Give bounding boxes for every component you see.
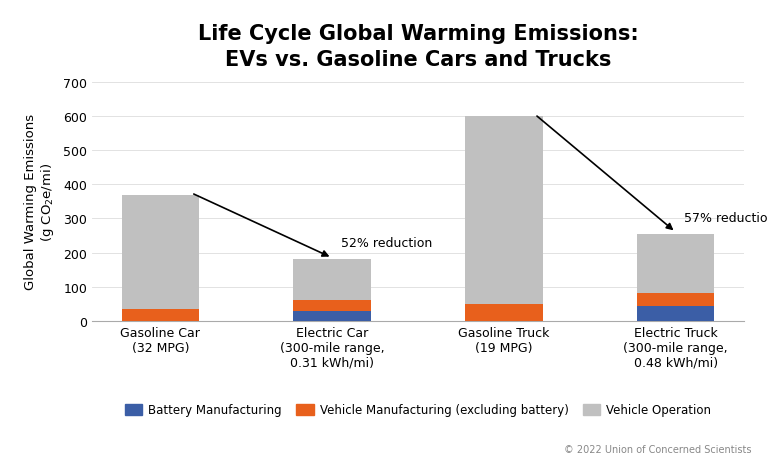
Bar: [637, 235, 714, 293]
Text: 52% reduction: 52% reduction: [341, 237, 432, 250]
Bar: [294, 301, 370, 311]
Title: Life Cycle Global Warming Emissions:
EVs vs. Gasoline Cars and Trucks: Life Cycle Global Warming Emissions: EVs…: [198, 24, 638, 70]
Legend: Battery Manufacturing, Vehicle Manufacturing (excluding battery), Vehicle Operat: Battery Manufacturing, Vehicle Manufactu…: [120, 399, 716, 421]
Bar: [122, 195, 199, 309]
Bar: [294, 260, 370, 301]
Bar: [637, 293, 714, 306]
Bar: [466, 304, 542, 321]
Bar: [466, 117, 542, 304]
Bar: [637, 306, 714, 321]
Bar: [122, 309, 199, 321]
Text: 57% reduction: 57% reduction: [684, 211, 767, 224]
Y-axis label: Global Warming Emissions
(g CO$_2$e/mi): Global Warming Emissions (g CO$_2$e/mi): [24, 114, 56, 290]
Text: © 2022 Union of Concerned Scientists: © 2022 Union of Concerned Scientists: [565, 444, 752, 454]
Bar: [294, 311, 370, 321]
